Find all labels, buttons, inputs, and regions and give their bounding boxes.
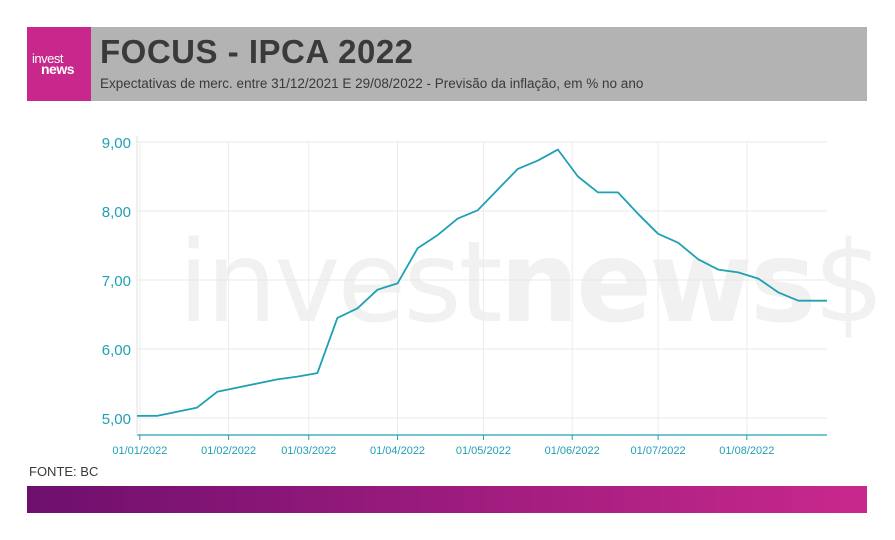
chart-title: FOCUS - IPCA 2022 [100, 33, 414, 70]
footer-gradient-bar [27, 486, 867, 513]
y-tick-label: 9,00 [102, 135, 131, 152]
series-line [137, 148, 827, 417]
logo-text-bottom: news [41, 61, 75, 77]
x-tick-label: 01/03/2022 [281, 445, 336, 457]
source-note: FONTE: BC [29, 464, 99, 479]
y-tick-label: 8,00 [102, 204, 131, 221]
y-tick-label: 5,00 [102, 411, 131, 428]
x-tick-label: 01/04/2022 [370, 445, 425, 457]
x-tick-label: 01/05/2022 [456, 445, 511, 457]
investnews-logo: invest news [27, 27, 91, 101]
watermark-part-3: $ [813, 218, 884, 348]
x-tick-label: 01/08/2022 [719, 445, 774, 457]
chart-header: invest news FOCUS - IPCA 2022 Expectativ… [27, 27, 867, 101]
x-tick-label: 01/06/2022 [545, 445, 600, 457]
chart-subtitle: Expectativas de merc. entre 31/12/2021 E… [100, 76, 644, 91]
x-tick-label: 01/02/2022 [201, 445, 256, 457]
y-tick-label: 7,00 [102, 273, 131, 290]
y-tick-label: 6,00 [102, 342, 131, 359]
x-tick-label: 01/07/2022 [631, 445, 686, 457]
logo-text-top: invest [32, 51, 63, 66]
watermark-part-1: invest [178, 218, 503, 348]
x-tick-label: 01/01/2022 [112, 445, 167, 457]
